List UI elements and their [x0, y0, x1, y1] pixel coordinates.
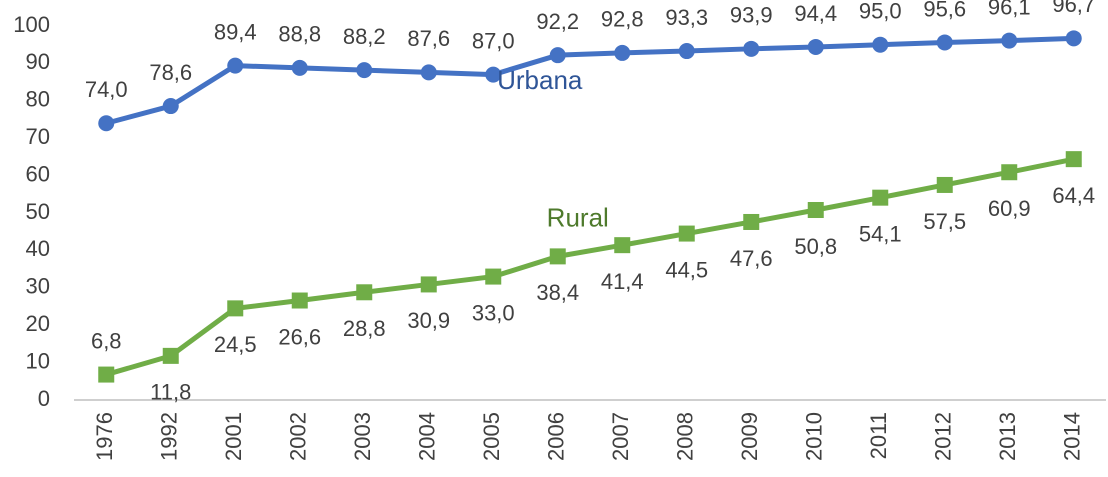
x-tick-label: 2005 [479, 412, 504, 461]
marker [807, 38, 824, 55]
x-tick-label: 2001 [221, 412, 246, 461]
data-label: 78,6 [149, 60, 192, 85]
data-label: 41,4 [601, 269, 644, 294]
y-tick-label: 10 [26, 348, 50, 373]
data-label: 33,0 [472, 300, 515, 325]
data-label: 38,4 [536, 280, 579, 305]
marker [743, 40, 760, 57]
data-label: 47,6 [730, 246, 773, 271]
data-label: 93,3 [665, 5, 708, 30]
data-label: 28,8 [343, 316, 386, 341]
marker [1065, 30, 1082, 47]
marker [162, 347, 179, 364]
data-label: 87,6 [407, 26, 450, 51]
marker [1001, 164, 1018, 181]
series-label: Urbana [497, 65, 583, 95]
y-tick-label: 30 [26, 274, 50, 299]
x-tick-label: 1976 [92, 412, 117, 461]
y-tick-label: 60 [26, 161, 50, 186]
data-label: 92,8 [601, 7, 644, 32]
data-label: 26,6 [278, 324, 321, 349]
data-label: 95,0 [859, 0, 902, 24]
x-tick-label: 2012 [931, 412, 956, 461]
marker [98, 115, 115, 132]
marker [356, 62, 373, 79]
series-line [105, 156, 1075, 377]
y-tick-label: 50 [26, 199, 50, 224]
data-label: 88,2 [343, 24, 386, 49]
y-tick-label: 20 [26, 311, 50, 336]
data-label: 74,0 [85, 77, 128, 102]
data-label: 96,1 [988, 0, 1031, 19]
marker [420, 276, 437, 293]
x-tick-label: 2006 [544, 412, 569, 461]
marker [227, 300, 244, 317]
x-tick-label: 2007 [608, 412, 633, 461]
marker [678, 225, 695, 242]
marker [1001, 32, 1018, 49]
marker [872, 36, 889, 53]
data-label: 50,8 [794, 234, 837, 259]
y-tick-label: 0 [38, 386, 50, 411]
marker [936, 176, 953, 193]
data-label: 60,9 [988, 196, 1031, 221]
data-label: 64,4 [1052, 183, 1095, 208]
data-label: 6,8 [91, 328, 122, 353]
marker [872, 189, 889, 206]
data-label: 95,6 [923, 0, 966, 21]
marker [549, 248, 566, 265]
data-label: 44,5 [665, 257, 708, 282]
series-label: Rural [547, 202, 609, 232]
x-tick-label: 1992 [157, 412, 182, 461]
x-tick-label: 2013 [995, 412, 1020, 461]
data-label: 24,5 [214, 332, 257, 357]
data-label: 88,8 [278, 22, 321, 47]
series-line [105, 35, 1074, 126]
marker [614, 44, 631, 61]
x-tick-label: 2004 [415, 412, 440, 461]
marker [549, 47, 566, 64]
marker [291, 59, 308, 76]
marker [291, 292, 308, 309]
data-label: 96,7 [1052, 0, 1095, 17]
y-tick-label: 70 [26, 124, 50, 149]
x-tick-label: 2010 [802, 412, 827, 461]
marker [420, 64, 437, 81]
data-label: 54,1 [859, 221, 902, 246]
x-tick-label: 2002 [286, 412, 311, 461]
marker [356, 284, 373, 301]
data-label: 92,2 [536, 9, 579, 34]
data-label: 11,8 [150, 380, 191, 405]
y-tick-label: 100 [13, 12, 50, 37]
data-label: 87,0 [472, 28, 515, 53]
marker [614, 237, 631, 254]
x-tick-label: 2008 [673, 412, 698, 461]
marker [678, 43, 695, 60]
marker [807, 202, 824, 219]
y-tick-label: 80 [26, 87, 50, 112]
marker [227, 57, 244, 74]
marker [936, 34, 953, 51]
y-tick-label: 40 [26, 236, 50, 261]
marker [162, 98, 179, 115]
data-label: 93,9 [730, 3, 773, 28]
x-tick-label: 2009 [737, 412, 762, 461]
x-tick-label: 2014 [1060, 412, 1085, 461]
x-tick-label: 2003 [350, 412, 375, 461]
data-label: 89,4 [214, 19, 257, 44]
marker [743, 213, 760, 230]
data-label: 30,9 [407, 308, 450, 333]
data-label: 57,5 [923, 209, 966, 234]
marker [1065, 151, 1082, 168]
y-tick-label: 90 [26, 49, 50, 74]
marker [485, 268, 502, 285]
x-tick-label: 2011 [866, 412, 891, 459]
data-label: 94,4 [794, 1, 837, 26]
marker [485, 66, 502, 83]
marker [98, 366, 115, 383]
